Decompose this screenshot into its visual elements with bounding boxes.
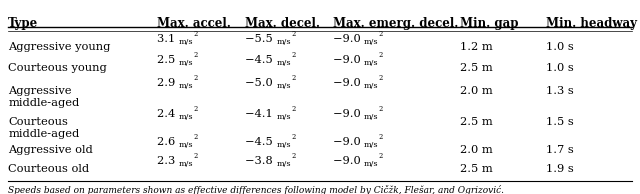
- Text: 2: 2: [193, 74, 197, 82]
- Text: 1.7 s: 1.7 s: [546, 145, 573, 155]
- Text: 2: 2: [379, 133, 383, 140]
- Text: 1.9 s: 1.9 s: [546, 164, 573, 174]
- Text: m/s: m/s: [364, 140, 379, 149]
- Text: 1.0 s: 1.0 s: [546, 42, 573, 52]
- Text: 2: 2: [291, 74, 295, 82]
- Text: −9.0: −9.0: [333, 156, 364, 166]
- Text: 2: 2: [379, 74, 383, 82]
- Text: 2: 2: [291, 105, 295, 113]
- Text: m/s: m/s: [179, 113, 193, 121]
- Text: −9.0: −9.0: [333, 78, 364, 88]
- Text: m/s: m/s: [276, 59, 291, 67]
- Text: 2: 2: [193, 105, 197, 113]
- Text: 1.5 s: 1.5 s: [546, 117, 573, 127]
- Text: m/s: m/s: [276, 82, 291, 90]
- Text: Aggressive young: Aggressive young: [8, 42, 111, 52]
- Text: 2: 2: [379, 105, 383, 113]
- Text: 2: 2: [291, 133, 295, 140]
- Text: 2.5 m: 2.5 m: [460, 63, 492, 73]
- Text: Max. accel.: Max. accel.: [157, 17, 230, 30]
- Text: −4.5: −4.5: [245, 55, 276, 65]
- Text: −9.0: −9.0: [333, 34, 364, 44]
- Text: 2.3: 2.3: [157, 156, 179, 166]
- Text: Type: Type: [8, 17, 38, 30]
- Text: Max. emerg. decel.: Max. emerg. decel.: [333, 17, 458, 30]
- Text: 2.5: 2.5: [157, 55, 179, 65]
- Text: m/s: m/s: [276, 113, 291, 121]
- Text: Aggressive old: Aggressive old: [8, 145, 93, 155]
- Text: 1.2 m: 1.2 m: [460, 42, 492, 52]
- Text: Min. headway: Min. headway: [546, 17, 637, 30]
- Text: 2.5 m: 2.5 m: [460, 117, 492, 127]
- Text: −4.5: −4.5: [245, 137, 276, 146]
- Text: 2: 2: [193, 133, 197, 140]
- Text: Speeds based on parameters shown as effective differences following model by Cič: Speeds based on parameters shown as effe…: [8, 185, 504, 194]
- Text: −3.8: −3.8: [245, 156, 276, 166]
- Text: −5.0: −5.0: [245, 78, 276, 88]
- Text: m/s: m/s: [276, 38, 291, 46]
- Text: Max. decel.: Max. decel.: [245, 17, 320, 30]
- Text: Aggressive
middle-aged: Aggressive middle-aged: [8, 86, 79, 108]
- Text: m/s: m/s: [364, 59, 379, 67]
- Text: Courteous
middle-aged: Courteous middle-aged: [8, 117, 79, 139]
- Text: m/s: m/s: [364, 38, 379, 46]
- Text: 2.9: 2.9: [157, 78, 179, 88]
- Text: 2: 2: [379, 152, 383, 160]
- Text: m/s: m/s: [179, 59, 193, 67]
- Text: 2.5 m: 2.5 m: [460, 164, 492, 174]
- Text: m/s: m/s: [364, 82, 379, 90]
- Text: Min. gap: Min. gap: [460, 17, 518, 30]
- Text: 1.0 s: 1.0 s: [546, 63, 573, 73]
- Text: −9.0: −9.0: [333, 109, 364, 119]
- Text: 2: 2: [291, 51, 295, 59]
- Text: m/s: m/s: [179, 140, 193, 149]
- Text: 2.4: 2.4: [157, 109, 179, 119]
- Text: Courteous old: Courteous old: [8, 164, 90, 174]
- Text: −9.0: −9.0: [333, 55, 364, 65]
- Text: 2.6: 2.6: [157, 137, 179, 146]
- Text: −9.0: −9.0: [333, 137, 364, 146]
- Text: m/s: m/s: [179, 82, 193, 90]
- Text: −4.1: −4.1: [245, 109, 276, 119]
- Text: 2: 2: [379, 51, 383, 59]
- Text: 2: 2: [291, 30, 295, 38]
- Text: m/s: m/s: [276, 160, 291, 168]
- Text: m/s: m/s: [364, 113, 379, 121]
- Text: 2: 2: [379, 30, 383, 38]
- Text: 2: 2: [291, 152, 295, 160]
- Text: Courteous young: Courteous young: [8, 63, 107, 73]
- Text: m/s: m/s: [179, 38, 193, 46]
- Text: 2.0 m: 2.0 m: [460, 145, 492, 155]
- Text: 1.3 s: 1.3 s: [546, 86, 573, 96]
- Text: 2: 2: [193, 51, 197, 59]
- Text: −5.5: −5.5: [245, 34, 276, 44]
- Text: 2: 2: [193, 30, 197, 38]
- Text: m/s: m/s: [276, 140, 291, 149]
- Text: 2.0 m: 2.0 m: [460, 86, 492, 96]
- Text: 3.1: 3.1: [157, 34, 179, 44]
- Text: 2: 2: [193, 152, 197, 160]
- Text: m/s: m/s: [179, 160, 193, 168]
- Text: m/s: m/s: [364, 160, 379, 168]
